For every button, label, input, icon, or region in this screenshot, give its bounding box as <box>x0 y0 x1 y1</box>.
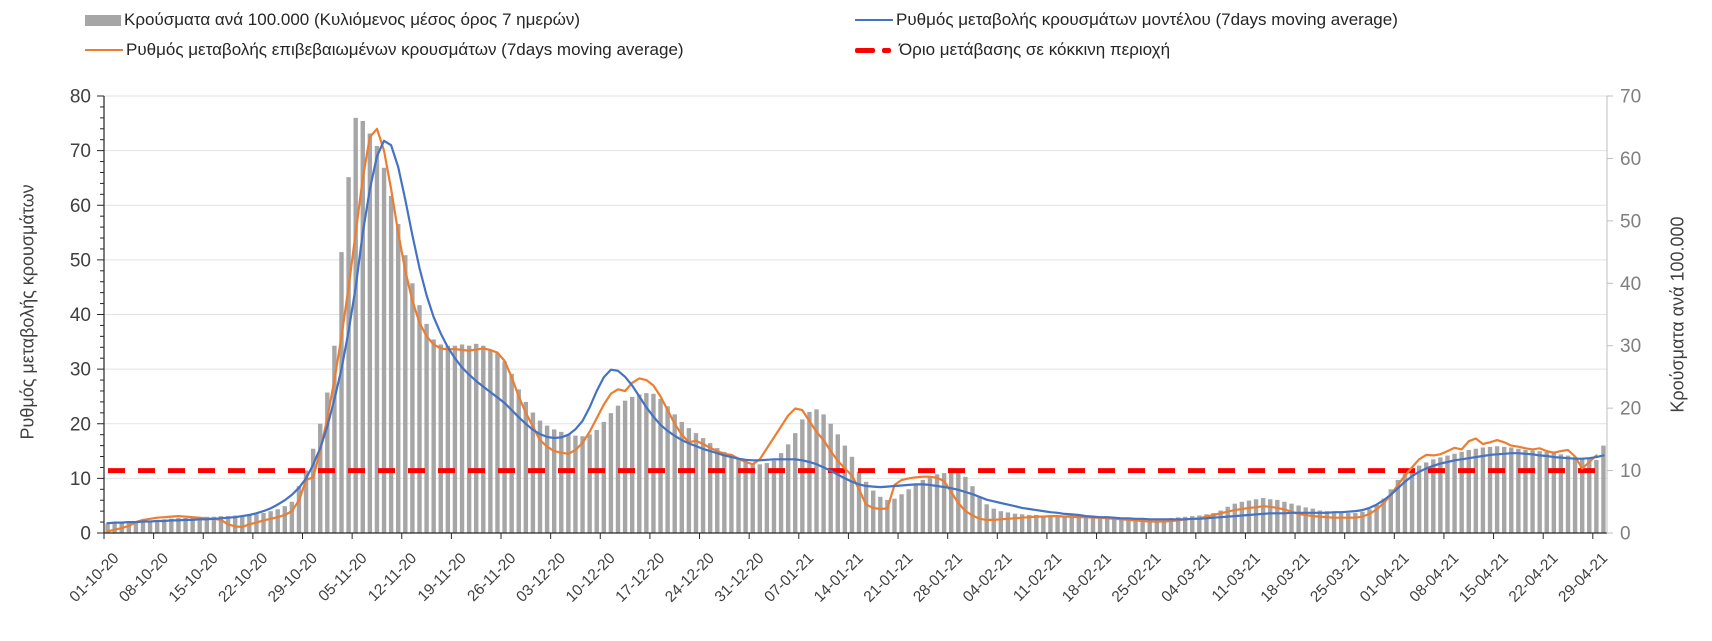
svg-text:80: 80 <box>70 87 91 108</box>
svg-text:0: 0 <box>1620 524 1631 545</box>
svg-text:50: 50 <box>70 250 91 271</box>
svg-text:08-10-20: 08-10-20 <box>116 550 172 606</box>
svg-text:10: 10 <box>70 469 91 490</box>
svg-text:15-04-21: 15-04-21 <box>1456 550 1512 606</box>
red-dash-swatch-icon <box>855 47 895 53</box>
svg-text:03-12-20: 03-12-20 <box>513 550 569 606</box>
svg-text:14-01-21: 14-01-21 <box>811 550 867 606</box>
svg-text:25-03-21: 25-03-21 <box>1307 550 1363 606</box>
svg-text:29-10-20: 29-10-20 <box>265 550 321 606</box>
svg-text:50: 50 <box>1620 211 1641 232</box>
right-axis-ticks: 0 10 20 30 40 50 60 70 <box>1607 87 1641 545</box>
svg-text:30: 30 <box>1620 336 1641 357</box>
svg-text:18-03-21: 18-03-21 <box>1258 550 1314 606</box>
svg-text:19-11-20: 19-11-20 <box>415 550 470 605</box>
svg-text:31-12-20: 31-12-20 <box>712 550 768 606</box>
svg-text:01-04-21: 01-04-21 <box>1357 550 1413 606</box>
confirmed-rate-line <box>106 127 1598 533</box>
svg-text:20: 20 <box>1620 399 1641 420</box>
svg-text:0: 0 <box>80 524 91 545</box>
svg-text:01-10-20: 01-10-20 <box>66 550 122 606</box>
svg-text:11-02-21: 11-02-21 <box>1010 550 1065 605</box>
svg-text:12-11-20: 12-11-20 <box>365 550 420 605</box>
svg-text:26-11-20: 26-11-20 <box>464 550 519 605</box>
svg-text:18-02-21: 18-02-21 <box>1059 550 1115 606</box>
svg-text:70: 70 <box>1620 87 1641 108</box>
svg-text:40: 40 <box>1620 274 1641 295</box>
legend-label: Όριο μετάβασης σε κόκκινη περιοχή <box>899 40 1171 59</box>
svg-text:70: 70 <box>70 141 91 162</box>
svg-text:29-04-21: 29-04-21 <box>1555 550 1611 606</box>
legend-item-red-threshold: Όριο μετάβασης σε κόκκινη περιοχή <box>855 40 1170 60</box>
legend-label: Κρούσματα ανά 100.000 (Κυλιόμενος μέσος … <box>124 10 581 29</box>
svg-text:40: 40 <box>70 305 91 326</box>
svg-text:05-11-20: 05-11-20 <box>315 550 370 605</box>
legend-item-cases-per-100k: Κρούσματα ανά 100.000 (Κυλιόμενος μέσος … <box>85 10 580 30</box>
svg-text:11-03-21: 11-03-21 <box>1209 550 1264 605</box>
legend-item-confirmed-rate: Ρυθμός μεταβολής επιβεβαιωμένων κρουσμάτ… <box>85 40 684 60</box>
svg-text:04-03-21: 04-03-21 <box>1158 550 1214 606</box>
orange-line-swatch-icon <box>85 49 123 51</box>
svg-text:60: 60 <box>70 196 91 217</box>
svg-text:60: 60 <box>1620 149 1641 170</box>
svg-text:25-02-21: 25-02-21 <box>1109 550 1165 606</box>
svg-text:20: 20 <box>70 414 91 435</box>
svg-text:22-04-21: 22-04-21 <box>1506 550 1562 606</box>
legend-item-model-rate: Ρυθμός μεταβολής κρουσμάτων μοντέλου (7d… <box>855 10 1398 30</box>
svg-text:24-12-20: 24-12-20 <box>662 550 718 606</box>
svg-text:15-10-20: 15-10-20 <box>166 550 222 606</box>
svg-text:21-01-21: 21-01-21 <box>861 550 917 606</box>
bars-cases-per-100k <box>105 117 1606 534</box>
svg-text:08-04-21: 08-04-21 <box>1406 550 1462 606</box>
svg-text:28-01-21: 28-01-21 <box>910 550 966 606</box>
blue-line-swatch-icon <box>855 19 893 21</box>
svg-text:17-12-20: 17-12-20 <box>612 550 668 606</box>
svg-text:10-12-20: 10-12-20 <box>563 550 619 606</box>
svg-text:30: 30 <box>70 360 91 381</box>
svg-text:22-10-20: 22-10-20 <box>215 550 271 606</box>
svg-text:04-02-21: 04-02-21 <box>960 550 1016 606</box>
x-axis-ticks-and-labels: 01-10-2008-10-2015-10-2022-10-2029-10-20… <box>66 533 1611 606</box>
svg-text:10: 10 <box>1620 461 1641 482</box>
svg-text:07-01-21: 07-01-21 <box>761 550 817 606</box>
left-axis-ticks: 0 10 20 30 40 50 60 70 80 <box>70 87 104 545</box>
model-rate-line <box>106 139 1605 525</box>
legend-label: Ρυθμός μεταβολής επιβεβαιωμένων κρουσμάτ… <box>126 40 684 59</box>
gray-bar-swatch-icon <box>85 14 121 26</box>
legend-label: Ρυθμός μεταβολής κρουσμάτων μοντέλου (7d… <box>896 10 1398 29</box>
